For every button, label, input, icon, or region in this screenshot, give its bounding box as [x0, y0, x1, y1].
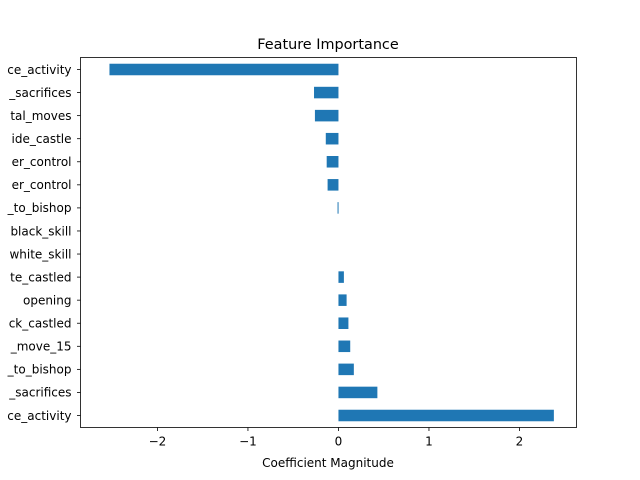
y-tick-label-9: te_castled	[10, 270, 71, 284]
bar-15	[338, 409, 554, 422]
bar-9	[338, 271, 344, 283]
x-tick-label-2: 0	[335, 435, 343, 449]
plot-frame	[80, 57, 577, 428]
bar-11	[338, 317, 349, 329]
chart-title: Feature Importance	[257, 37, 399, 53]
y-tick-label-1: _sacrifices	[8, 86, 71, 100]
y-tick-label-3: ide_castle	[12, 132, 72, 146]
bars-group	[109, 63, 554, 422]
bar-5	[327, 179, 339, 191]
x-tick-label-3: 1	[425, 435, 433, 449]
bar-1	[314, 86, 339, 99]
x-tick-label-1: −1	[239, 435, 257, 449]
y-tick-label-12: _move_15	[10, 340, 72, 354]
bar-14	[338, 386, 378, 399]
bar-0	[109, 63, 339, 76]
y-tick-label-6: _to_bishop	[7, 201, 72, 215]
x-tick-label-4: 2	[516, 435, 524, 449]
bar-2	[314, 109, 339, 122]
y-tick-label-8: white_skill	[9, 247, 71, 261]
bar-13	[338, 363, 354, 376]
y-tick-label-7: black_skill	[10, 224, 71, 238]
y-tick-label-5: er_control	[12, 178, 72, 192]
bar-6	[337, 202, 339, 214]
y-tick-label-4: er_control	[12, 155, 72, 169]
bar-10	[338, 294, 347, 306]
y-tick-label-15: ce_activity	[7, 409, 71, 423]
bar-12	[338, 340, 351, 353]
y-tick-label-2: tal_moves	[10, 109, 71, 123]
bar-4	[326, 156, 339, 168]
x-tick-label-0: −2	[149, 435, 167, 449]
y-tick-label-14: _sacrifices	[8, 386, 71, 400]
x-axis-label: Coefficient Magnitude	[262, 456, 394, 470]
x-axis-ticks: −2 −1 0 1 2	[149, 427, 524, 449]
y-tick-label-13: _to_bishop	[7, 363, 72, 377]
y-tick-label-11: ck_castled	[9, 317, 72, 331]
y-tick-label-0: ce_activity	[7, 63, 71, 77]
y-axis-ticks: ce_activity _sacrifices tal_moves ide_castl…	[7, 63, 81, 423]
bar-3	[325, 132, 339, 145]
y-tick-label-10: opening	[23, 293, 72, 307]
